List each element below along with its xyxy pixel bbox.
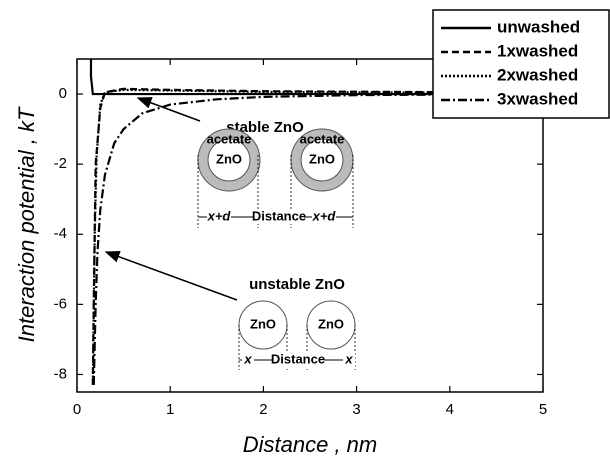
legend-label: 1xwashed	[497, 41, 578, 60]
annotation: Distance	[271, 351, 325, 366]
x-tick-label: 5	[539, 401, 547, 418]
y-tick-label: 0	[59, 85, 67, 102]
x-axis-title: Distance , nm	[243, 432, 378, 457]
y-axis-title: Interaction potential , kT	[14, 106, 39, 342]
annotation: x+d	[207, 208, 232, 223]
annotation: ZnO	[216, 151, 242, 166]
annotation: acetate	[207, 131, 252, 146]
annotation: unstable ZnO	[249, 276, 345, 293]
annotation: ZnO	[318, 316, 344, 331]
annotation: Distance	[252, 208, 306, 223]
annotation: ZnO	[309, 151, 335, 166]
legend-label: unwashed	[497, 17, 580, 36]
annotation: x	[243, 351, 252, 366]
annotation: x	[344, 351, 353, 366]
legend-label: 3xwashed	[497, 89, 578, 108]
x-tick-label: 3	[352, 401, 360, 418]
annotation: x+d	[312, 208, 337, 223]
x-tick-label: 0	[73, 401, 81, 418]
y-tick-label: -8	[54, 365, 67, 382]
chart: stable ZnO acetate acetate ZnO ZnO x+d D…	[0, 0, 610, 461]
stable-inset: stable ZnO acetate acetate ZnO ZnO x+d D…	[138, 98, 353, 228]
annotation: ZnO	[250, 316, 276, 331]
y-tick-label: -6	[54, 295, 67, 312]
x-tick-label: 4	[446, 401, 454, 418]
y-tick-label: -2	[54, 155, 67, 172]
x-tick-label: 1	[166, 401, 174, 418]
unstable-inset: unstable ZnO ZnO ZnO x Distance x	[106, 252, 355, 370]
legend-label: 2xwashed	[497, 65, 578, 84]
y-tick-label: -4	[54, 225, 67, 242]
x-tick-label: 2	[259, 401, 267, 418]
annotation: acetate	[300, 131, 345, 146]
